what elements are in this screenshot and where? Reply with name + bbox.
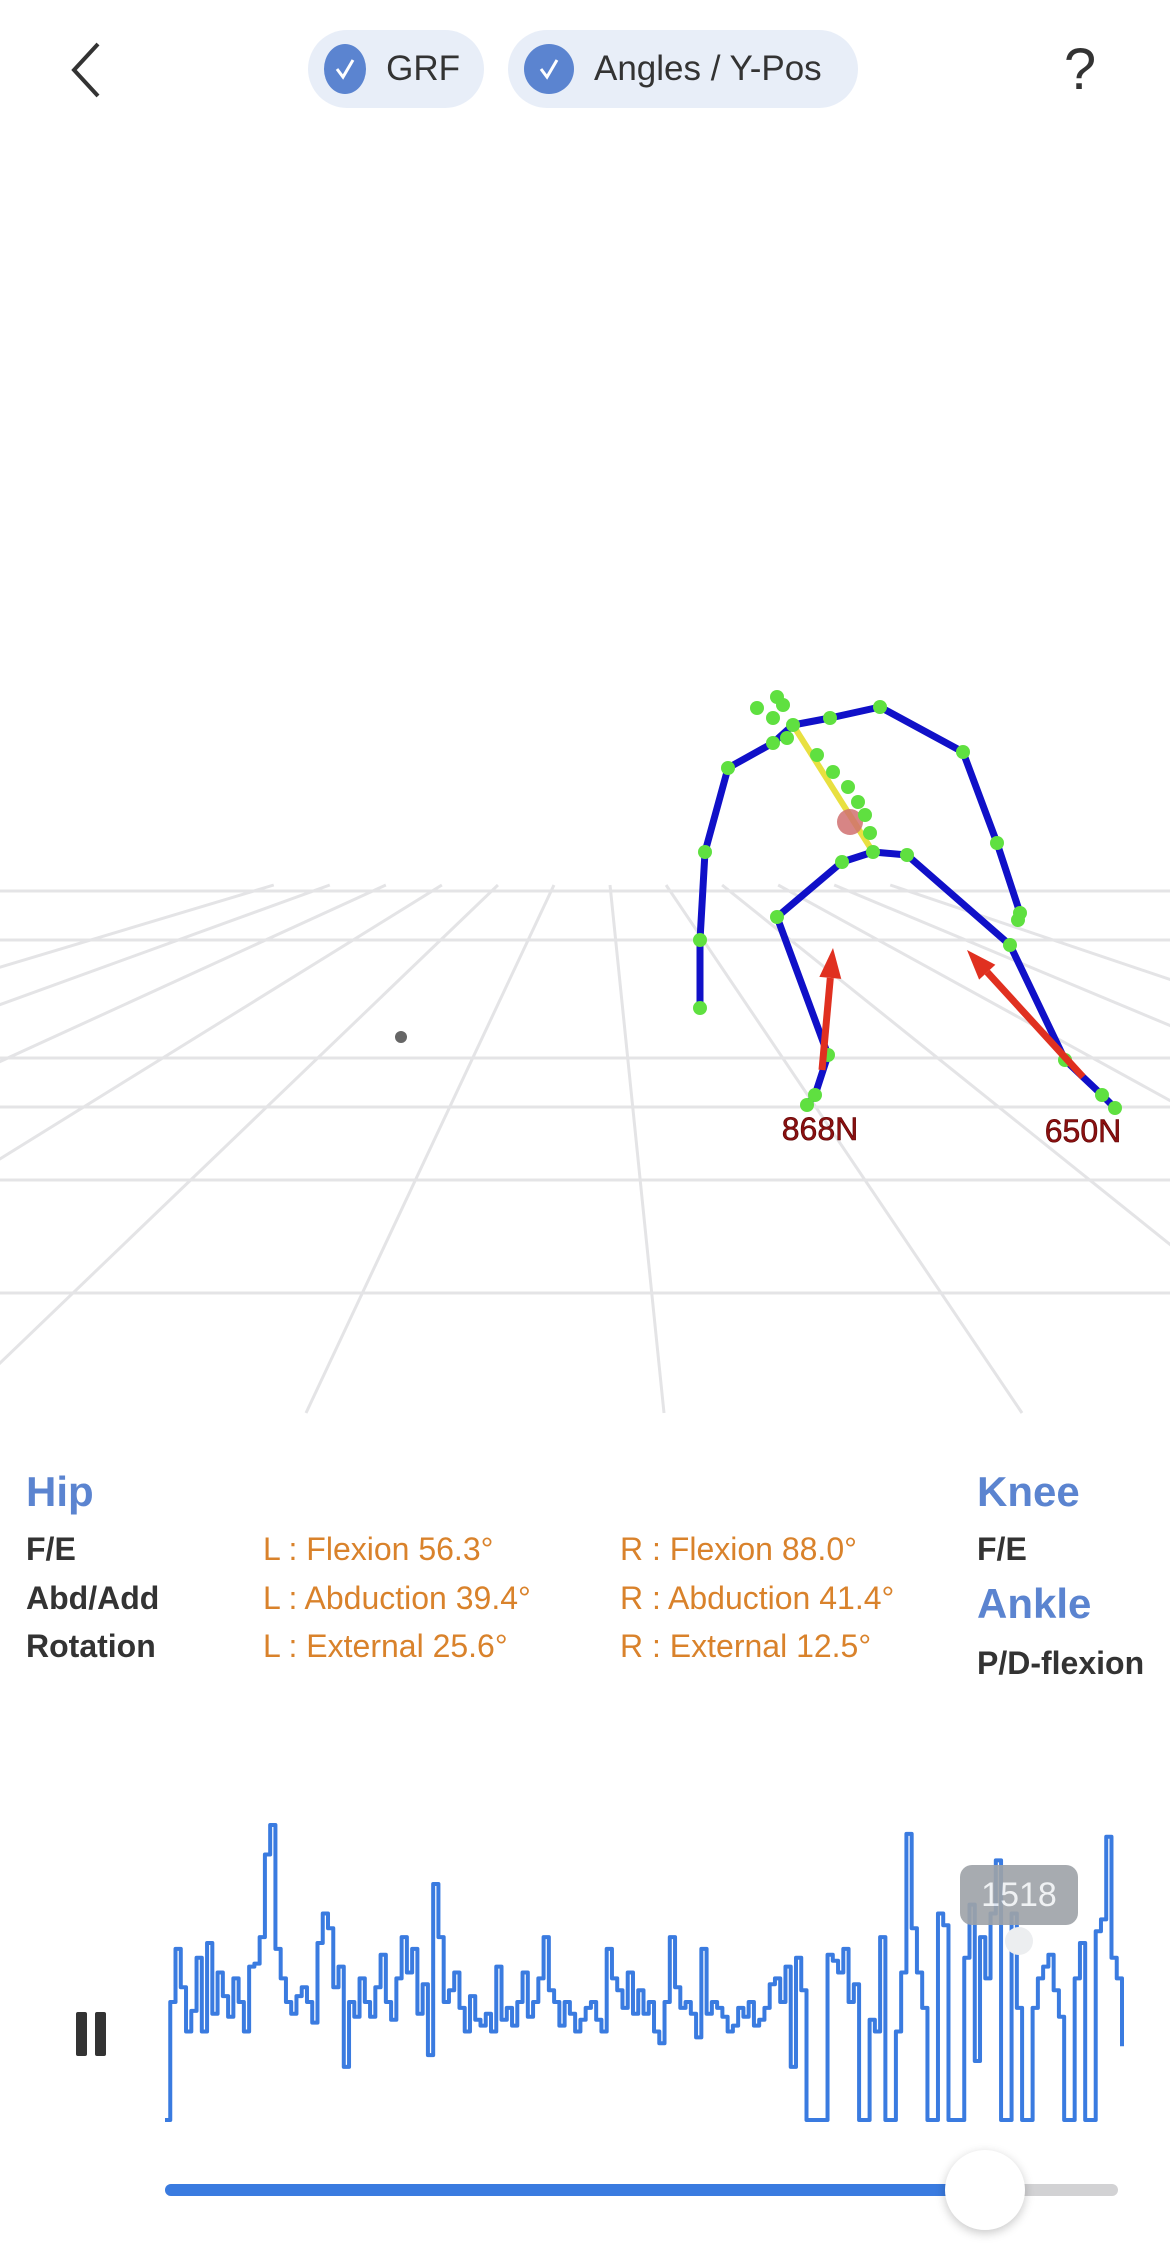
joint — [780, 731, 794, 745]
joint — [823, 711, 837, 725]
timeline-chart[interactable] — [0, 1800, 1170, 2140]
knee-title: Knee — [977, 1468, 1080, 1515]
grid-line — [833, 883, 1170, 1028]
help-button[interactable]: ? — [1063, 37, 1097, 102]
ankle-pd-label: P/D-flexion — [977, 1645, 1145, 1681]
hip-fe-left: L : Flexion 56.3° — [263, 1531, 494, 1567]
joint — [750, 701, 764, 715]
force-arrow-left-arrowhead — [819, 948, 842, 979]
skeleton — [693, 690, 1122, 1115]
hip-abdadd-right: R : Abduction 41.4° — [620, 1580, 895, 1616]
spine — [790, 723, 876, 854]
knee-fe-label: F/E — [977, 1531, 1027, 1567]
origin-marker — [395, 1031, 407, 1043]
timeline-series-line — [165, 1823, 1124, 2122]
hip-rotation-right: R : External 12.5° — [620, 1628, 872, 1664]
joint — [1108, 1101, 1122, 1115]
joint — [826, 765, 840, 779]
joint — [693, 1001, 707, 1015]
joint — [858, 808, 872, 822]
force-arrow-left-shaft — [818, 977, 834, 1071]
ankle-title: Ankle — [977, 1580, 1092, 1627]
joint — [800, 1098, 814, 1112]
frame-tooltip: 1518 — [960, 1865, 1078, 1925]
grid-line — [304, 884, 556, 1414]
grid-line — [777, 883, 1170, 1103]
checkmark-icon — [524, 44, 574, 94]
joint — [990, 836, 1004, 850]
skeleton-3d-view[interactable]: 868N 650N — [0, 0, 1170, 1420]
center-of-mass — [837, 809, 863, 835]
joint — [900, 848, 914, 862]
toggle-label: Angles / Y-Pos — [594, 49, 822, 88]
grid-line — [889, 883, 1170, 982]
hip-rotation-left: L : External 25.6° — [263, 1628, 508, 1664]
joint — [766, 736, 780, 750]
hip-title: Hip — [26, 1468, 94, 1515]
hip-fe-right: R : Flexion 88.0° — [620, 1531, 857, 1567]
joint — [841, 780, 855, 794]
joint — [866, 845, 880, 859]
joint — [693, 933, 707, 947]
joint — [851, 795, 865, 809]
joint — [863, 826, 877, 840]
grid-line — [608, 884, 666, 1414]
hip-abdadd-label: Abd/Add — [26, 1580, 160, 1616]
grid-line — [0, 883, 387, 1064]
joint — [810, 748, 824, 762]
bone — [773, 915, 832, 1108]
joint — [786, 718, 800, 732]
toggle-angles-ypos[interactable]: Angles / Y-Pos — [508, 30, 858, 108]
force-label-left: 868N — [782, 1111, 859, 1147]
ground-reaction-forces — [818, 948, 1086, 1080]
grid-line — [0, 883, 275, 969]
joint — [1095, 1088, 1109, 1102]
hip-rotation-label: Rotation — [26, 1628, 156, 1664]
slider-fill — [165, 2184, 985, 2196]
joint — [1003, 938, 1017, 952]
toggle-grf[interactable]: GRF — [308, 30, 484, 108]
joint — [808, 1088, 822, 1102]
joint — [698, 845, 712, 859]
checkmark-icon — [324, 44, 367, 94]
grid-line — [0, 883, 331, 1007]
force-arrow-right-shaft — [984, 969, 1086, 1080]
joint — [721, 761, 735, 775]
floor-grid — [0, 883, 1170, 1414]
joint — [776, 698, 790, 712]
slider-thumb[interactable] — [944, 2150, 1025, 2230]
force-arrow-right-arrowhead — [967, 950, 996, 980]
hip-fe-label: F/E — [26, 1531, 76, 1567]
chart-cursor-dot — [1005, 1927, 1033, 1955]
joint — [1011, 913, 1025, 927]
timeline-slider[interactable] — [165, 2184, 1118, 2196]
pause-button[interactable] — [76, 2012, 108, 2056]
joint — [770, 910, 784, 924]
grid-line — [721, 883, 1170, 1247]
toggle-label: GRF — [386, 49, 460, 88]
grid-line — [664, 884, 1024, 1414]
joint — [766, 711, 780, 725]
hip-abdadd-left: L : Abduction 39.4° — [263, 1580, 531, 1616]
joint — [835, 855, 849, 869]
back-button[interactable] — [62, 38, 112, 102]
force-label-right: 650N — [1045, 1113, 1122, 1149]
grid-line — [0, 883, 443, 1161]
joint — [956, 745, 970, 759]
chevron-left-icon — [71, 42, 100, 98]
grid-line — [0, 883, 499, 1366]
joint — [873, 700, 887, 714]
